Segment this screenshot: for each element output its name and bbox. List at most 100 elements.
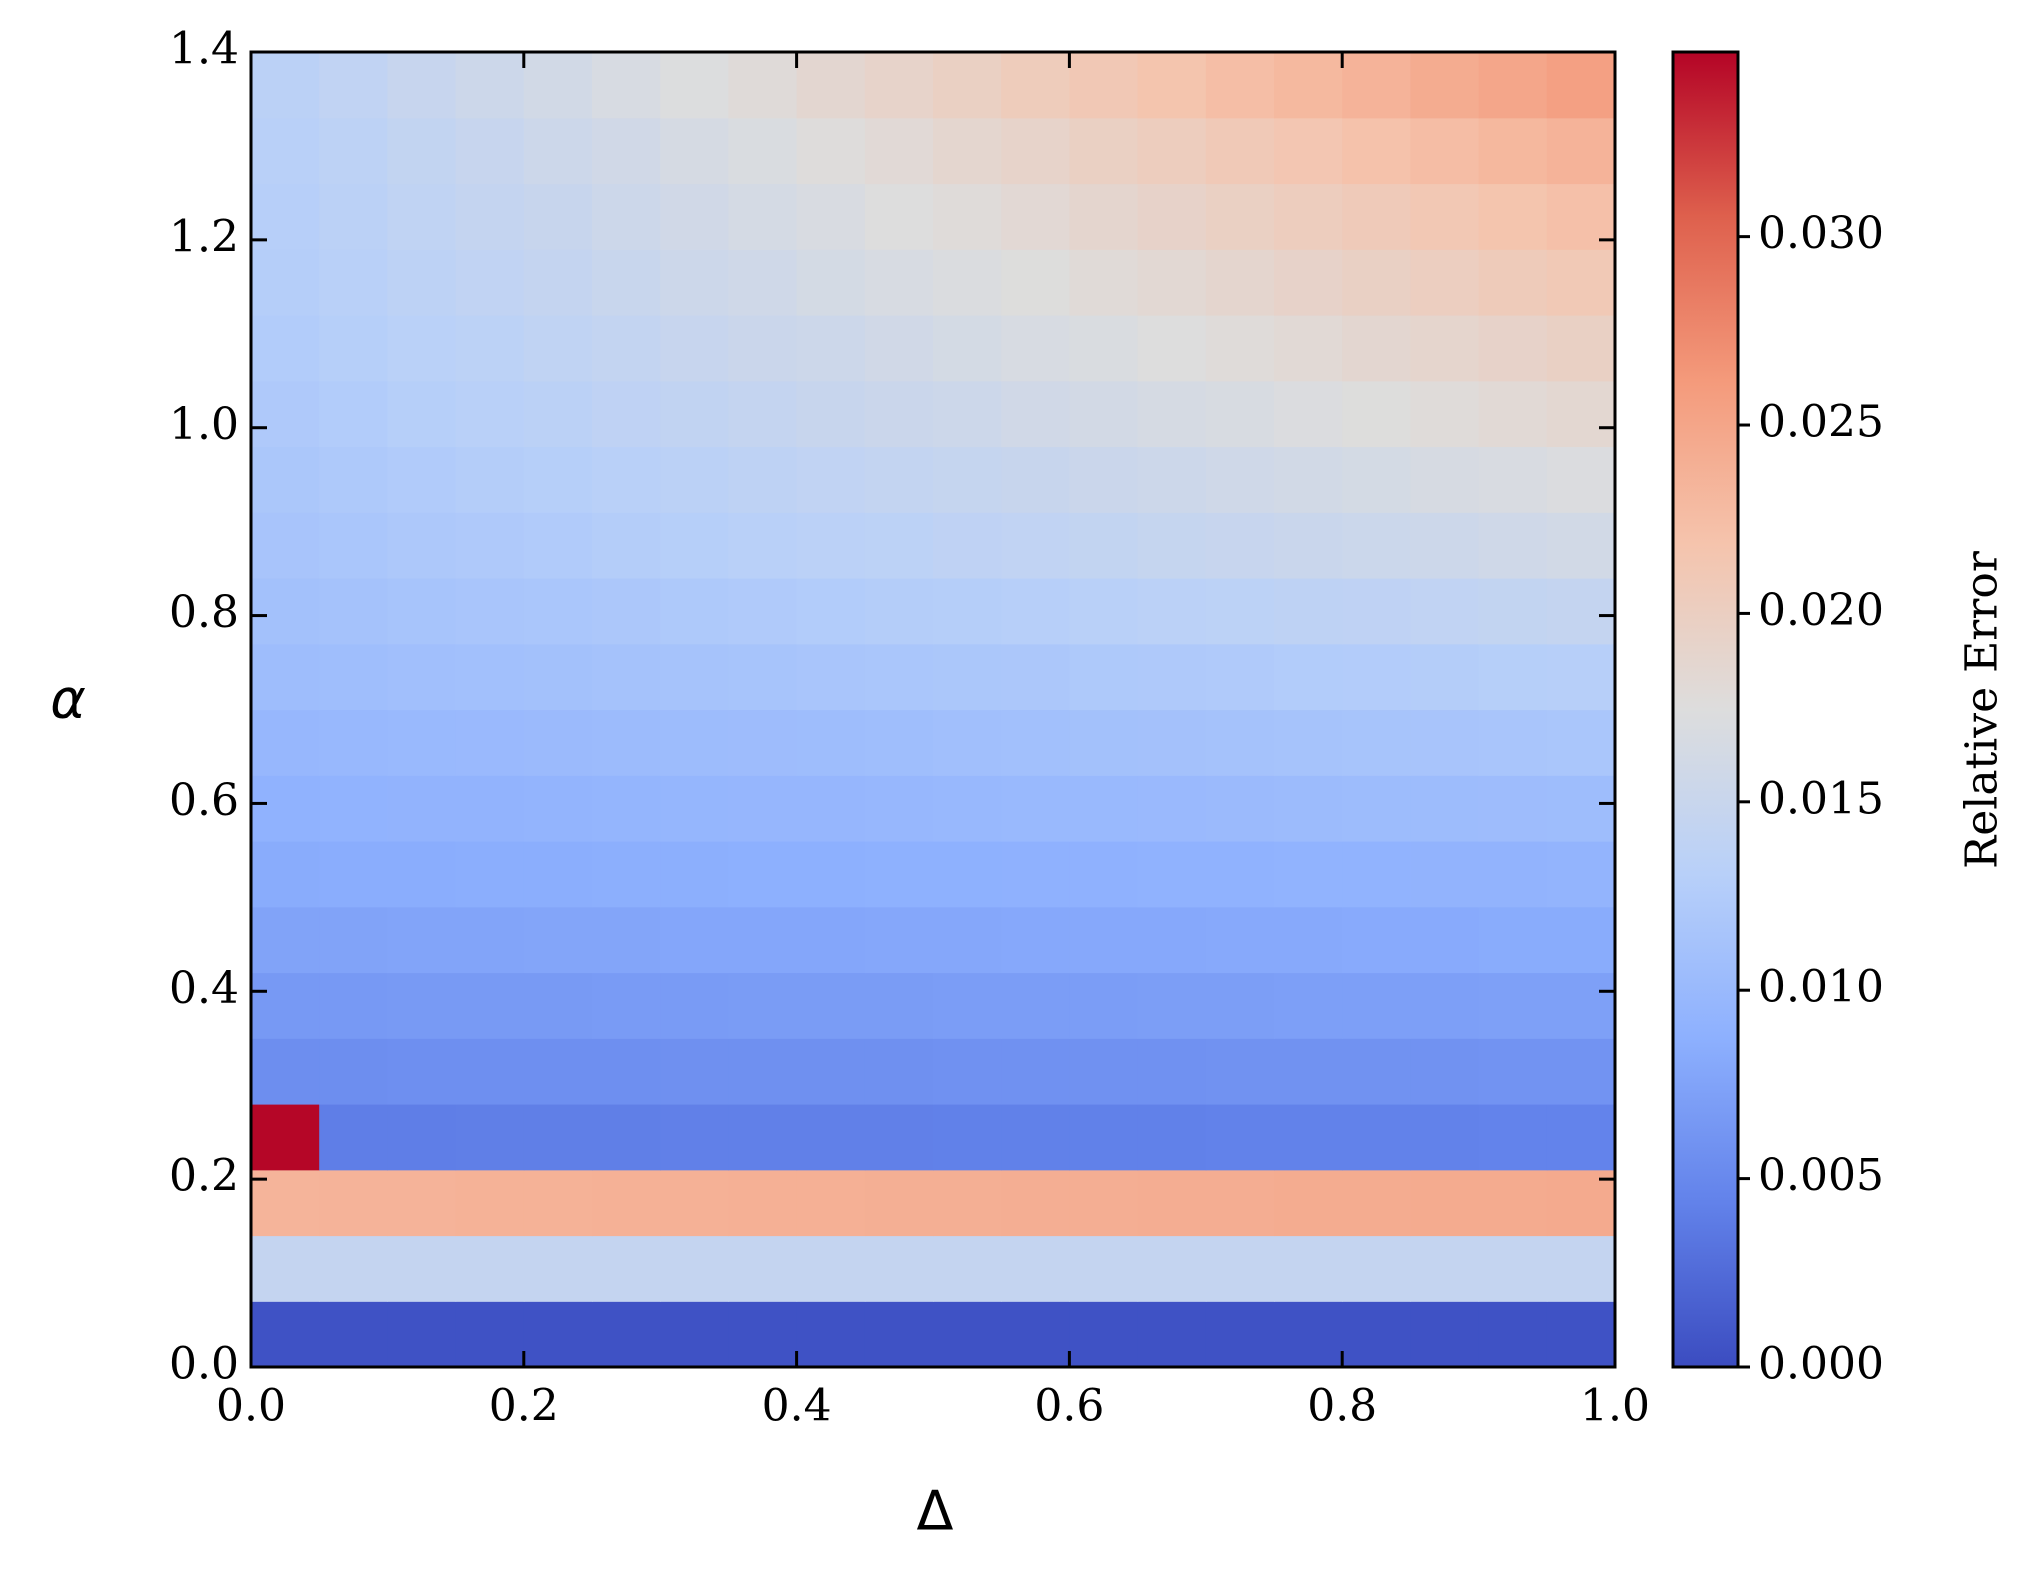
- heatmap-cell: [1410, 709, 1480, 776]
- heatmap-cell: [1001, 1038, 1070, 1105]
- heatmap-cell: [1546, 249, 1616, 316]
- heatmap-cell: [1478, 512, 1548, 579]
- heatmap-cell: [251, 972, 320, 1039]
- heatmap-cell: [1069, 1038, 1139, 1105]
- heatmap-cell: [796, 1169, 866, 1237]
- heatmap-cell: [592, 709, 661, 776]
- heatmap-cell: [1546, 775, 1616, 842]
- heatmap-cell: [864, 643, 934, 711]
- heatmap-cell: [251, 315, 320, 382]
- heatmap-cell: [1546, 117, 1616, 185]
- heatmap-cell: [1546, 1104, 1616, 1171]
- heatmap-cell: [251, 52, 320, 119]
- heatmap-cell: [1001, 380, 1070, 448]
- heatmap-cell: [1410, 249, 1480, 316]
- y-tick-label: 1.4: [169, 24, 239, 75]
- heatmap-cell: [1410, 1235, 1480, 1302]
- plot-frame: [249, 50, 1617, 1369]
- heatmap-cell: [1546, 52, 1616, 119]
- heatmap-cell: [523, 643, 593, 711]
- heatmap-cell: [933, 1169, 1002, 1237]
- heatmap-cell: [1410, 183, 1480, 250]
- heatmap-cell: [1342, 1104, 1411, 1171]
- heatmap-cell: [728, 709, 798, 776]
- heatmap-cell: [728, 1104, 798, 1171]
- y-axis-label: α: [50, 668, 86, 731]
- heatmap-cell: [1410, 512, 1480, 579]
- heatmap-cell: [1478, 315, 1548, 382]
- heatmap-cell: [1205, 380, 1275, 448]
- heatmap-cell: [1205, 906, 1275, 974]
- heatmap-cell: [660, 1104, 729, 1171]
- heatmap-cell: [1546, 380, 1616, 448]
- heatmap-cell: [1342, 643, 1411, 711]
- heatmap-cell: [1410, 380, 1480, 448]
- heatmap-cell: [660, 906, 729, 974]
- heatmap-cell: [796, 709, 866, 776]
- heatmap-cell: [1069, 380, 1139, 448]
- heatmap-cell: [864, 1104, 934, 1171]
- heatmap-cell: [592, 249, 661, 316]
- heatmap-cell: [933, 972, 1002, 1039]
- heatmap-cell: [796, 1235, 866, 1302]
- heatmap-cell: [660, 183, 729, 250]
- heatmap-cell: [1274, 1301, 1343, 1368]
- heatmap-cell: [1137, 643, 1207, 711]
- heatmap-cell: [1546, 315, 1616, 382]
- heatmap-cell: [660, 1169, 729, 1237]
- heatmap-cell: [523, 315, 593, 382]
- heatmap-cell: [1205, 1235, 1275, 1302]
- heatmap-cell: [1137, 249, 1207, 316]
- heatmap-cell: [1205, 183, 1275, 250]
- x-tick-label: 0.0: [216, 1381, 286, 1432]
- heatmap-cell: [1342, 249, 1411, 316]
- y-tick-label: 0.0: [169, 1339, 239, 1390]
- heatmap-cell: [933, 1301, 1002, 1368]
- heatmap-cell: [1410, 52, 1480, 119]
- heatmap-cell: [592, 1235, 661, 1302]
- heatmap-cell: [1478, 52, 1548, 119]
- colorbar-tick-label: 0.025: [1758, 397, 1884, 448]
- heatmap-cell: [660, 578, 729, 645]
- x-tick-label: 0.6: [1034, 1381, 1104, 1432]
- heatmap-cell: [455, 1235, 525, 1302]
- heatmap-cell: [1342, 183, 1411, 250]
- heatmap-cell: [1478, 183, 1548, 250]
- heatmap-cell: [933, 841, 1002, 908]
- heatmap-cell: [933, 52, 1002, 119]
- heatmap-cell: [796, 1301, 866, 1368]
- heatmap-cell: [864, 1301, 934, 1368]
- heatmap-cell: [592, 775, 661, 842]
- heatmap-cell: [1342, 446, 1411, 513]
- heatmap-cell: [387, 1169, 457, 1237]
- heatmap-cell: [1137, 906, 1207, 974]
- heatmap-cell: [1137, 512, 1207, 579]
- colorbar: [1671, 50, 1740, 1369]
- heatmap-cell: [319, 512, 388, 579]
- heatmap-cell: [455, 643, 525, 711]
- heatmap-cell: [455, 446, 525, 513]
- heatmap-cell: [1069, 315, 1139, 382]
- heatmap-cell: [1001, 1169, 1070, 1237]
- heatmap-cell: [455, 117, 525, 185]
- heatmap-cell: [1274, 380, 1343, 448]
- x-tick-label: 0.4: [762, 1381, 832, 1432]
- heatmap-cell: [1546, 709, 1616, 776]
- heatmap-cell: [1069, 578, 1139, 645]
- heatmap-cell: [1274, 117, 1343, 185]
- heatmap-cell: [523, 446, 593, 513]
- heatmap-cell: [864, 117, 934, 185]
- heatmap-cell: [1274, 1235, 1343, 1302]
- heatmap-cell: [319, 775, 388, 842]
- heatmap-cell: [523, 972, 593, 1039]
- heatmap-cell: [864, 249, 934, 316]
- heatmap-cell: [523, 1038, 593, 1105]
- heatmap-cell: [1546, 841, 1616, 908]
- heatmap-cell: [933, 446, 1002, 513]
- heatmap-cell: [728, 578, 798, 645]
- heatmap-cell: [455, 249, 525, 316]
- heatmap-cell: [1546, 578, 1616, 645]
- heatmap-cell: [933, 1235, 1002, 1302]
- heatmap-cell: [1274, 512, 1343, 579]
- heatmap-cell: [864, 1169, 934, 1237]
